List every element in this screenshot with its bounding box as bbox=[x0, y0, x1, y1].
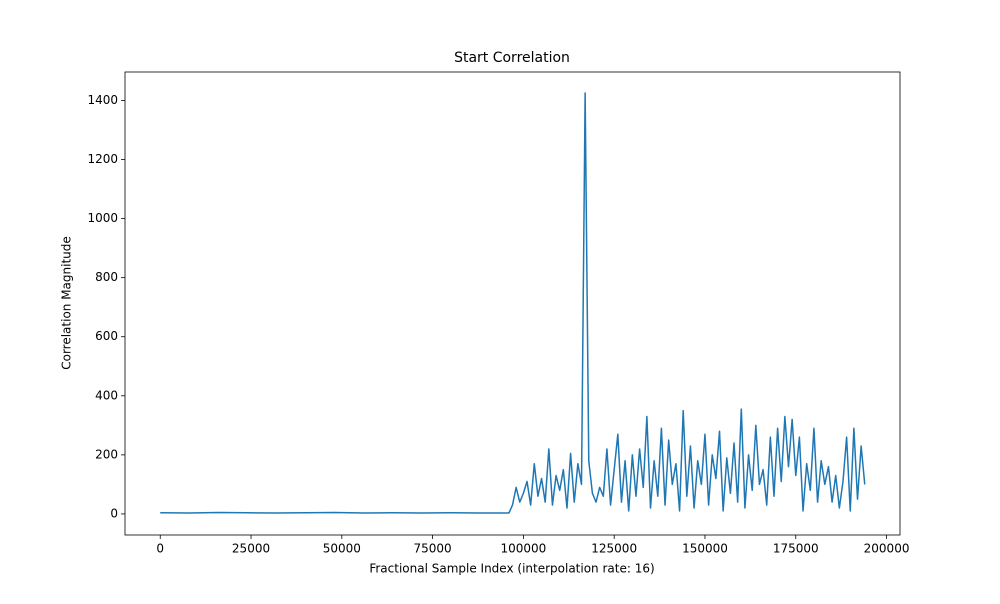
x-tick-label: 0 bbox=[156, 542, 164, 556]
y-tick-label: 200 bbox=[95, 447, 118, 461]
y-tick-label: 1200 bbox=[87, 152, 118, 166]
axes-frame bbox=[124, 71, 901, 536]
y-axis-label: Correlation Magnitude bbox=[60, 236, 74, 370]
y-tick-label: 600 bbox=[95, 329, 118, 343]
y-tick-label: 400 bbox=[95, 388, 118, 402]
chart-title: Start Correlation bbox=[454, 50, 570, 66]
x-tick-label: 175000 bbox=[773, 542, 819, 556]
x-tick-label: 75000 bbox=[414, 542, 452, 556]
x-tick-label: 125000 bbox=[591, 542, 637, 556]
data-line bbox=[160, 92, 866, 514]
y-tick-label: 1400 bbox=[87, 93, 118, 107]
x-tick-label: 25000 bbox=[232, 542, 270, 556]
x-tick-label: 200000 bbox=[864, 542, 910, 556]
x-axis-label: Fractional Sample Index (interpolation r… bbox=[369, 562, 654, 576]
x-tick-label: 150000 bbox=[682, 542, 728, 556]
y-tick-label: 0 bbox=[110, 506, 118, 520]
x-tick-label: 100000 bbox=[500, 542, 546, 556]
x-tick-label: 50000 bbox=[323, 542, 361, 556]
y-tick-label: 800 bbox=[95, 270, 118, 284]
y-tick-label: 1000 bbox=[87, 211, 118, 225]
